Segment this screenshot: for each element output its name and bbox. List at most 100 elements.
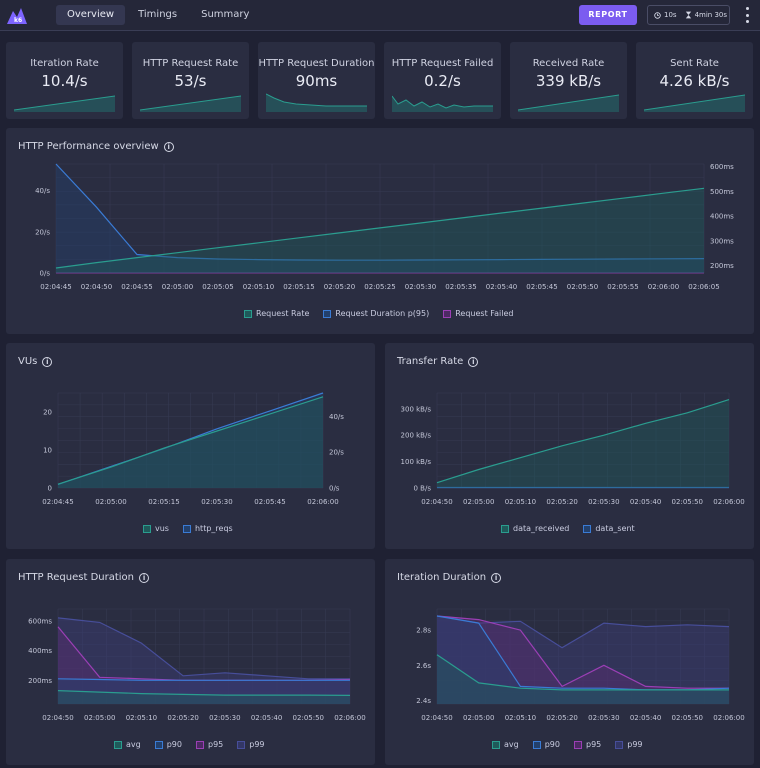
clock-icon xyxy=(654,11,661,19)
y-tick-label-right: 40/s xyxy=(329,413,344,421)
tab-summary[interactable]: Summary xyxy=(201,9,250,20)
y-tick-label: 2.4s xyxy=(416,697,431,705)
legend-item-data-received[interactable]: data_received xyxy=(501,524,569,533)
legend-item-vus[interactable]: vus xyxy=(143,524,169,533)
panel-title-text: HTTP Request Duration xyxy=(18,572,135,583)
vus-chart: 0 10 20 0/s 20/s 40/s 02:04:45 02:05:00 02:05:15… xyxy=(42,392,344,506)
legend-label: p99 xyxy=(249,740,265,749)
panel-vus: VUs i 0 10 20 0/s 20/s 40/s 02:04:45 02:05:00 02:… xyxy=(6,343,375,549)
series-area-avg xyxy=(437,654,729,704)
x-tick-label: 02:05:50 xyxy=(672,714,703,722)
sparkline xyxy=(392,95,493,112)
legend-item-p99[interactable]: p99 xyxy=(615,740,643,749)
y-tick-label-right: 500ms xyxy=(710,188,734,196)
x-tick-label: 02:05:10 xyxy=(505,498,536,506)
series-area-Request Rate xyxy=(56,188,704,273)
y-tick-label-right: 300ms xyxy=(710,237,734,245)
series-line-avg[interactable] xyxy=(57,690,351,696)
http-request-duration-chart: 200ms 400ms 600ms 02:04:50 02:05:00 02:05:10 0… xyxy=(28,608,366,722)
x-tick-label: 02:06:00 xyxy=(334,714,365,722)
series-line-Request Duration p(95)[interactable] xyxy=(55,163,705,261)
y-tick-label: 20 xyxy=(43,409,52,417)
legend-item-avg[interactable]: avg xyxy=(114,740,141,749)
x-tick-label: 02:05:20 xyxy=(546,714,577,722)
legend-item-request-failed[interactable]: Request Failed xyxy=(443,309,513,318)
series-line-data_received[interactable] xyxy=(436,399,730,484)
x-tick-label: 02:04:50 xyxy=(42,714,73,722)
chart-axes: 200ms 400ms 600ms 02:04:50 02:05:00 02:05:10 0… xyxy=(28,608,366,722)
legend-item-p99[interactable]: p99 xyxy=(237,740,265,749)
series-area-p90 xyxy=(437,616,729,704)
top-bar: k6 Overview Timings Summary REPORT 10s 4… xyxy=(0,0,760,31)
x-tick-label: 02:05:20 xyxy=(167,714,198,722)
header-divider xyxy=(0,30,760,31)
legend-label: Request Duration p(95) xyxy=(335,309,430,318)
x-tick-label: 02:05:00 xyxy=(463,714,494,722)
stat-value: 53/s xyxy=(174,72,207,90)
x-tick-label: 02:05:50 xyxy=(293,714,324,722)
chart-axes: 2.4s 2.6s 2.8s 02:04:50 02:05:00 02:05:10 02:0… xyxy=(416,608,745,722)
sparkline xyxy=(518,94,619,112)
series-area-data_received xyxy=(437,399,729,488)
series-line-vus[interactable] xyxy=(57,396,324,485)
panel-title-text: Transfer Rate xyxy=(397,356,464,367)
y-tick-label-right: 0/s xyxy=(329,485,340,493)
x-tick-label: 02:05:05 xyxy=(202,283,233,291)
legend-item-p95[interactable]: p95 xyxy=(195,740,223,749)
legend-item-http-reqs[interactable]: http_reqs xyxy=(182,524,233,533)
x-tick-label: 02:05:10 xyxy=(243,283,274,291)
legend-item-data-sent[interactable]: data_sent xyxy=(583,524,635,533)
info-icon[interactable]: i xyxy=(42,356,53,367)
series-line-p99[interactable] xyxy=(436,615,730,649)
y-tick-label: 200ms xyxy=(28,677,52,685)
x-tick-label: 02:05:45 xyxy=(526,283,557,291)
panel-title: HTTP Performance overview i xyxy=(18,141,174,152)
panel-title-text: HTTP Performance overview xyxy=(18,141,159,152)
legend-item-request-rate[interactable]: Request Rate xyxy=(244,309,309,318)
x-tick-label: 02:05:30 xyxy=(201,498,232,506)
legend-item-p95[interactable]: p95 xyxy=(573,740,601,749)
x-tick-label: 02:06:00 xyxy=(648,283,679,291)
legend-label: avg xyxy=(504,740,519,749)
legend-item-p90[interactable]: p90 xyxy=(154,740,182,749)
x-tick-label: 02:06:00 xyxy=(713,498,744,506)
series-line-Request Rate[interactable] xyxy=(55,187,705,269)
panel-transfer-rate: Transfer Rate i 0 B/s 100 kB/s 200 kB/s 300 … xyxy=(385,343,754,549)
legend-item-avg[interactable]: avg xyxy=(492,740,519,749)
legend-item-p90[interactable]: p90 xyxy=(532,740,560,749)
panel-title-text: VUs xyxy=(18,356,38,367)
series-area-p90 xyxy=(58,678,350,704)
x-tick-label: 02:05:40 xyxy=(630,498,661,506)
info-icon[interactable]: i xyxy=(468,356,479,367)
tab-timings[interactable]: Timings xyxy=(138,9,178,20)
info-icon[interactable]: i xyxy=(163,141,174,152)
series-line-avg[interactable] xyxy=(436,654,729,691)
stat-card-iteration-rate: Iteration Rate 10.4/s xyxy=(6,42,123,119)
x-tick-label: 02:05:45 xyxy=(254,498,285,506)
info-icon[interactable]: i xyxy=(491,572,502,583)
series-line-p99[interactable] xyxy=(57,617,350,680)
x-tick-label: 02:05:50 xyxy=(672,498,703,506)
report-button[interactable]: REPORT xyxy=(579,5,637,25)
stat-value: 4.26 kB/s xyxy=(659,72,730,90)
series-line-p95[interactable] xyxy=(436,615,729,689)
tab-overview[interactable]: Overview xyxy=(56,5,126,25)
x-tick-label: 02:05:30 xyxy=(588,714,619,722)
more-options-icon[interactable] xyxy=(743,7,751,23)
legend-label: vus xyxy=(155,524,169,533)
sparkline xyxy=(140,95,241,112)
info-icon[interactable]: i xyxy=(139,572,150,583)
x-tick-label: 02:05:00 xyxy=(84,714,115,722)
legend-item-request-duration[interactable]: Request Duration p(95) xyxy=(323,309,429,318)
stat-card-http-request-rate: HTTP Request Rate 53/s xyxy=(132,42,249,119)
k6-logo-icon[interactable]: k6 xyxy=(5,3,29,27)
x-tick-label: 02:04:50 xyxy=(81,283,112,291)
panel-http-performance: HTTP Performance overview i 0/s 20/s 40/s 20… xyxy=(6,128,754,334)
y-tick-label: 2.6s xyxy=(416,662,431,670)
http-performance-chart: 0/s 20/s 40/s 200ms 300ms 400ms 500ms 600ms 02:0… xyxy=(35,163,734,291)
series-line-p90[interactable] xyxy=(57,678,350,681)
panel-http-request-duration: HTTP Request Duration i 200ms 400ms 600ms 02… xyxy=(6,559,375,765)
stat-value: 0.2/s xyxy=(424,72,461,90)
sparkline xyxy=(14,95,115,112)
series-area-vus xyxy=(58,396,323,488)
